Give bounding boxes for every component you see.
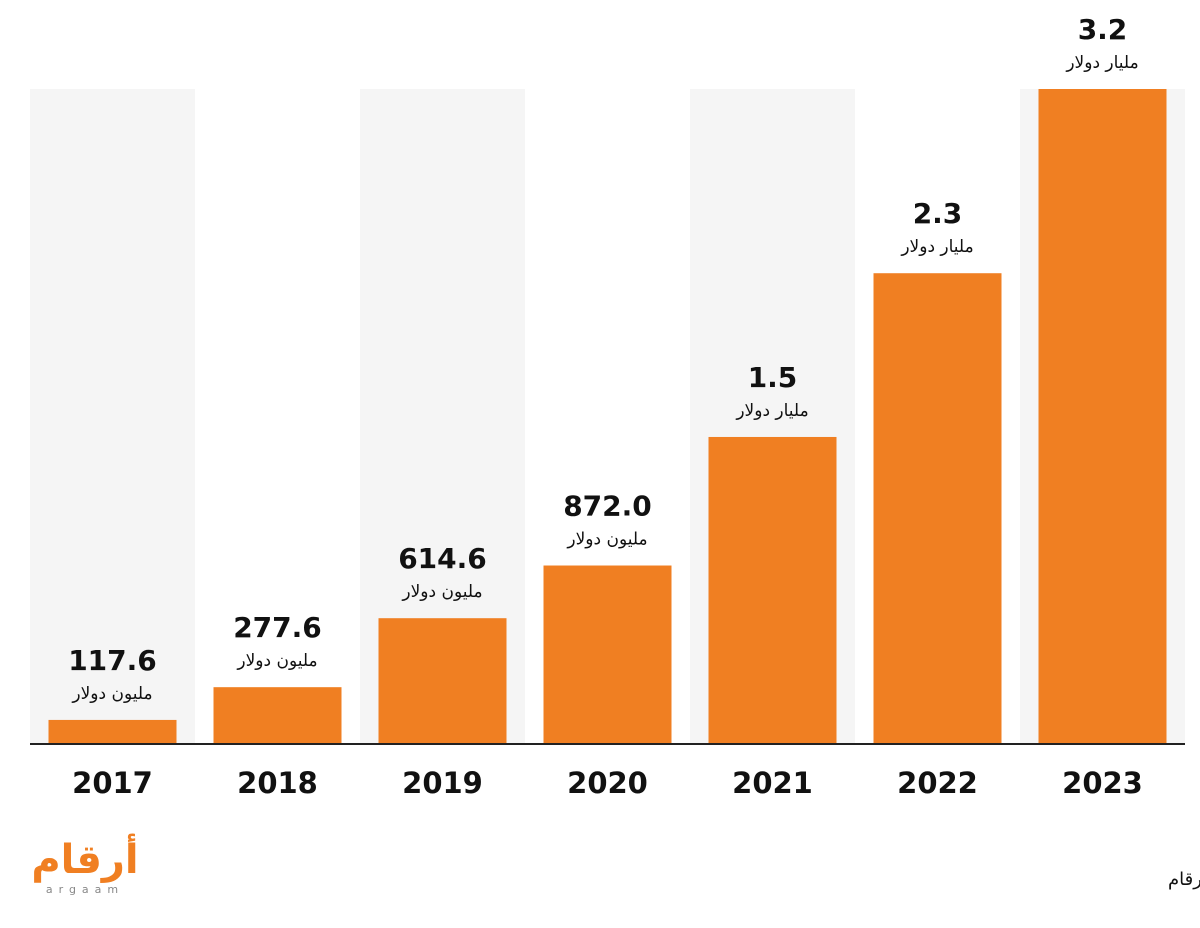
value-label: 2.3 (913, 197, 963, 230)
bar (708, 436, 837, 744)
value-label: 3.2 (1078, 13, 1128, 46)
logo: أرقام (31, 833, 138, 883)
unit-label: مليون دولار (566, 530, 647, 550)
bar (48, 719, 177, 744)
x-tick-label: 2018 (237, 766, 318, 800)
value-label: 872.0 (563, 490, 652, 523)
x-tick-label: 2017 (72, 766, 153, 800)
logo-latin: argaam (46, 883, 124, 896)
value-label: 614.6 (398, 542, 487, 575)
value-label: 117.6 (68, 644, 157, 677)
source: المصدر: دازن/سبورتس برو/أرقام (1168, 867, 1200, 890)
bar (1038, 89, 1167, 744)
unit-label: مليون دولار (71, 684, 152, 704)
bar (873, 273, 1002, 744)
bar (213, 687, 342, 744)
x-tick-label: 2023 (1062, 766, 1143, 800)
bar (543, 565, 672, 744)
unit-label: مليون دولار (401, 582, 482, 602)
unit-label: مليار دولار (735, 401, 808, 421)
unit-label: مليون دولار (236, 651, 317, 671)
unit-label: مليار دولار (1065, 53, 1138, 73)
x-tick-label: 2020 (567, 766, 648, 800)
value-label: 1.5 (748, 361, 798, 394)
column-band (30, 89, 195, 744)
x-tick-label: 2022 (897, 766, 978, 800)
value-label: 277.6 (233, 611, 322, 644)
x-tick-label: 2021 (732, 766, 813, 800)
unit-label: مليار دولار (900, 237, 973, 257)
x-tick-label: 2019 (402, 766, 483, 800)
bar (378, 618, 507, 744)
